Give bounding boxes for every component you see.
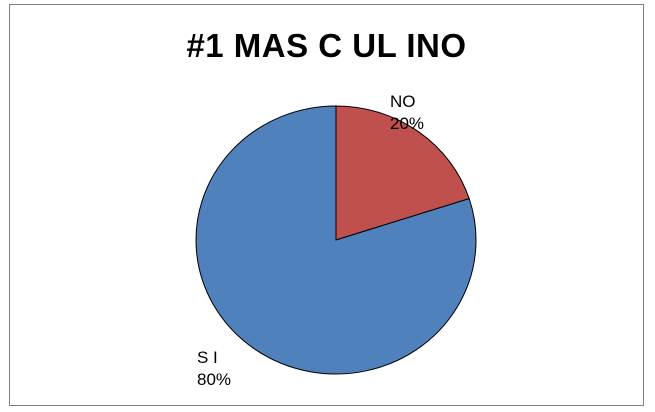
chart-title: #1 MAS C UL INO (186, 27, 467, 64)
slice-label-percent: 20% (390, 114, 424, 133)
pie-slice-no (335, 105, 470, 241)
pie-slice-si (195, 105, 477, 375)
slice-label-percent: 80% (197, 370, 231, 389)
slice-label-category: S I (197, 348, 218, 367)
slice-label-category: NO (390, 92, 416, 111)
